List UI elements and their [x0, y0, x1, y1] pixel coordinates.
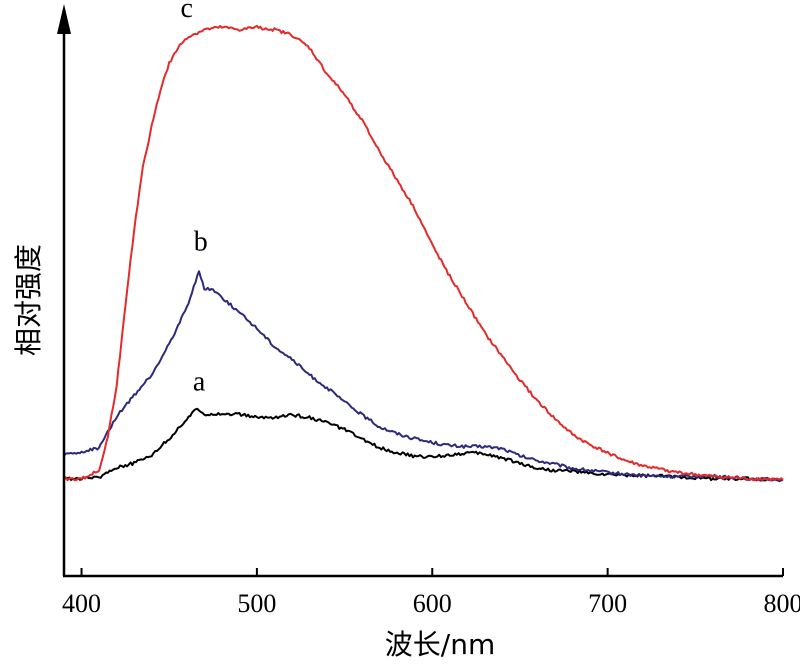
x-axis-title: 波长/nm	[385, 628, 495, 661]
y-axis-arrow-icon	[57, 4, 71, 34]
x-tick-label-600: 600	[413, 589, 452, 618]
curve-label-a: a	[193, 366, 206, 397]
x-ticks: 400 500 600 700 800	[62, 568, 800, 618]
series-b-line	[63, 270, 784, 483]
series-c-line	[63, 24, 784, 482]
curve-labels: a b c	[181, 0, 208, 397]
x-tick-label-800: 800	[764, 589, 800, 618]
series-layer	[63, 24, 784, 483]
curve-label-c: c	[181, 0, 193, 24]
x-tick-label-700: 700	[588, 589, 627, 618]
y-axis-title: 相对强度	[12, 244, 45, 356]
x-tick-label-500: 500	[237, 589, 276, 618]
axes-layer	[57, 4, 783, 578]
curve-label-b: b	[194, 226, 208, 257]
series-a-line	[63, 407, 784, 482]
x-tick-label-400: 400	[62, 589, 101, 618]
